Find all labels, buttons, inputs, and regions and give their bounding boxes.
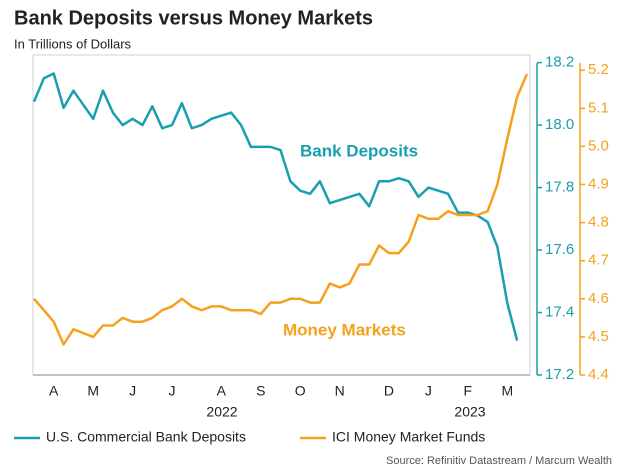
annotation: Bank Deposits: [300, 141, 418, 160]
x-tick-label: A: [49, 383, 59, 399]
tick-label: 17.8: [545, 179, 574, 196]
tick-label: 5.2: [588, 61, 609, 78]
x-tick-label: J: [169, 383, 176, 399]
x-tick-label: M: [87, 383, 99, 399]
x-tick-label: A: [217, 383, 227, 399]
tick-label: 17.6: [545, 241, 574, 258]
annotation: Money Markets: [283, 320, 406, 339]
chart-subtitle: In Trillions of Dollars: [14, 36, 132, 51]
tick-label: 4.7: [588, 252, 609, 269]
tick-label: 17.4: [545, 303, 574, 320]
series-line: [32, 72, 519, 341]
x-tick-label: M: [501, 383, 513, 399]
x-tick-label: J: [425, 383, 432, 399]
chart-title: Bank Deposits versus Money Markets: [14, 7, 373, 29]
tick-label: 4.5: [588, 328, 609, 345]
series-line: [33, 73, 529, 346]
x-tick-label: N: [335, 383, 345, 399]
x-tick-label: F: [464, 383, 473, 399]
source-note: Source: Refinitiv Datastream / Marcum We…: [386, 455, 612, 467]
year-label: 2022: [206, 404, 237, 420]
tick-label: 17.2: [545, 366, 574, 383]
tick-label: 4.6: [588, 290, 609, 307]
tick-label: 4.9: [588, 175, 609, 192]
tick-label: 5.1: [588, 99, 609, 116]
x-tick-label: S: [256, 383, 265, 399]
x-tick-label: O: [295, 383, 306, 399]
tick-label: 18.0: [545, 116, 574, 133]
tick-label: 18.2: [545, 54, 574, 71]
legend-label: ICI Money Market Funds: [332, 429, 485, 445]
year-label: 2023: [454, 404, 485, 420]
legend-label: U.S. Commercial Bank Deposits: [46, 429, 246, 445]
tick-label: 4.8: [588, 214, 609, 231]
x-tick-label: D: [384, 383, 394, 399]
x-tick-label: J: [129, 383, 136, 399]
tick-label: 5.0: [588, 137, 609, 154]
tick-label: 4.4: [588, 366, 609, 383]
